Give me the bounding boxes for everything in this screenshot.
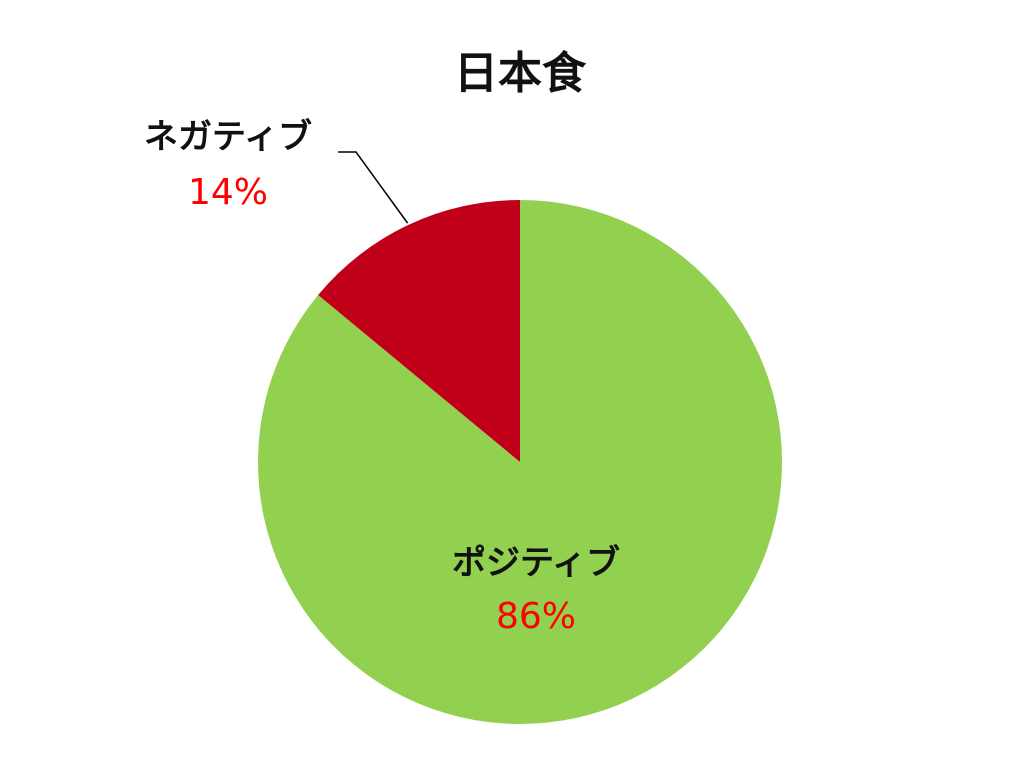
slice-value-negative: 14% bbox=[188, 172, 268, 213]
leader-line-negative bbox=[338, 151, 409, 224]
slice-label-positive: ポジティブ bbox=[452, 543, 620, 583]
pie-slices bbox=[257, 200, 782, 724]
slice-label-negative: ネガティブ bbox=[144, 117, 312, 157]
slice-value-positive: 86% bbox=[496, 596, 576, 637]
leader-lines bbox=[338, 151, 409, 224]
slice-negative bbox=[318, 200, 520, 462]
chart-title: 日本食 bbox=[454, 48, 587, 99]
